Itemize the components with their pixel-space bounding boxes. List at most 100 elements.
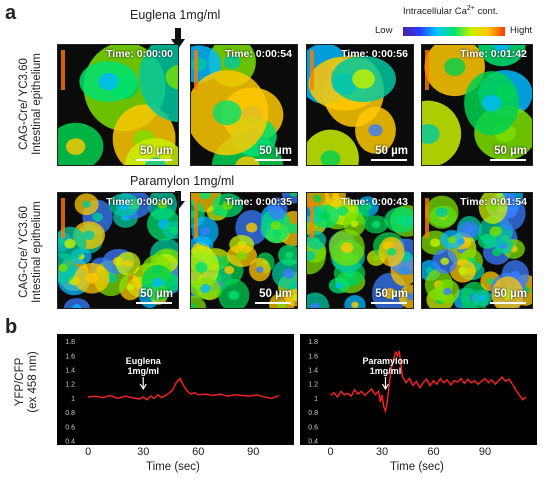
y-tick-label: 1.6 [65, 353, 75, 360]
x-tick-label: 0 [327, 446, 334, 458]
chart-euglena-x-ticks: 0 30 60 90 [57, 446, 294, 460]
micrograph-paramylon-2: Time: 0:00:35 50 µm [190, 192, 298, 309]
cell-core [200, 284, 211, 294]
x-tick-label: 30 [137, 446, 150, 458]
cell-core [478, 295, 486, 301]
cell-region [63, 298, 90, 308]
cell-core [312, 237, 320, 244]
cell-core [256, 266, 264, 273]
cell-core [351, 301, 359, 308]
lut-strip [310, 198, 314, 238]
cell-core [165, 65, 178, 90]
y-tick-label: 0.8 [308, 410, 318, 417]
time-stamp: Time: 0:00:00 [106, 48, 173, 60]
scale-bar-label: 50 µm [259, 288, 292, 300]
cell-core [502, 290, 514, 300]
time-stamp: Time: 0:00:43 [341, 196, 408, 208]
series-line [330, 350, 527, 414]
cell-core [191, 303, 197, 308]
legend-low-label: Low [375, 25, 393, 36]
y-tick-label: 1.6 [308, 353, 318, 360]
lut-strip [194, 198, 198, 238]
y-tick-label: 0.6 [308, 424, 318, 431]
cell-core [505, 208, 517, 218]
cell-region [422, 100, 462, 165]
cell-region [478, 45, 526, 67]
cell-core [285, 251, 294, 259]
y-tick-label: 0.8 [65, 410, 75, 417]
euglena-treatment-label: Euglena 1mg/ml [130, 8, 221, 22]
cell-core [118, 200, 130, 210]
cell-core [443, 287, 452, 296]
cell-core [169, 226, 178, 234]
cell-core [228, 290, 240, 300]
cell-core [406, 292, 413, 301]
scale-bar-label: 50 µm [494, 145, 527, 157]
y-tick-label: 0.4 [65, 439, 75, 446]
cell-core [72, 304, 82, 308]
cell-core [501, 243, 508, 249]
y-tick-label: 0.6 [65, 424, 75, 431]
cell-core [65, 138, 86, 155]
scale-bar-label: 50 µm [375, 145, 408, 157]
cell-core [386, 247, 397, 256]
cell-core [152, 277, 164, 288]
scale-bar [371, 302, 407, 304]
cell-core [312, 194, 322, 203]
x-tick-label: 90 [478, 446, 492, 458]
y-tick-label: 1.2 [308, 382, 318, 389]
cell-core [58, 263, 68, 272]
cell-core [199, 193, 211, 200]
chart-euglena: 0.4 0.6 0.8 1 1.2 1.4 1.6 1.8 Euglena 1mg/ml [57, 334, 294, 446]
time-stamp: Time: 0:01:54 [460, 196, 527, 208]
cell-core [307, 250, 316, 261]
cell-core [422, 123, 440, 144]
legend-title: Intracellular Ca2+ cont. [403, 5, 499, 18]
scale-bar-label: 50 µm [140, 288, 173, 300]
cell-core [510, 271, 521, 280]
cell-core [320, 150, 341, 165]
micrograph-euglena-3: Time: 0:00:56 50 µm [306, 44, 414, 166]
cell-region [344, 295, 366, 308]
cell-core [83, 230, 95, 241]
cell-core [395, 214, 407, 225]
cell-core [223, 54, 241, 69]
cell-core [372, 255, 380, 261]
annotation-line2: 1mg/ml [127, 366, 159, 376]
cell-region [325, 193, 346, 207]
x-tick-label: 60 [192, 446, 205, 458]
time-stamp: Time: 0:01:42 [460, 48, 527, 60]
scale-bar [371, 159, 407, 161]
cell-core [447, 236, 456, 244]
annotation-arrow-icon [139, 377, 147, 391]
row1-side-label: CAG-Cre/ YC3.60 Intestinal epithelium [18, 53, 43, 155]
scale-bar [490, 302, 526, 304]
cell-core [320, 212, 331, 221]
scale-bar-label: 50 µm [494, 288, 527, 300]
cell-core [436, 207, 448, 218]
time-stamp: Time: 0:00:54 [225, 48, 292, 60]
cell-core [212, 100, 242, 126]
cell-core [126, 283, 135, 291]
cell-core [430, 238, 441, 248]
cell-core [157, 200, 168, 209]
cell-region [307, 129, 359, 165]
cell-core [310, 302, 321, 308]
y-tick-label: 0.4 [308, 439, 318, 446]
micrograph-euglena-1: Time: 0:00:00 50 µm [57, 44, 179, 166]
cell-core [484, 238, 491, 245]
lut-strip [61, 198, 65, 238]
y-tick-label: 1.8 [308, 339, 318, 346]
cell-core [331, 193, 340, 199]
cell-core [191, 57, 207, 71]
cell-core [350, 220, 359, 228]
scale-bar-label: 50 µm [259, 145, 292, 157]
annotation-line1: Euglena [126, 356, 162, 366]
cell-core [340, 242, 354, 254]
cell-core [195, 262, 208, 273]
cell-core [440, 257, 450, 266]
cell-core [352, 69, 375, 89]
cell-core [337, 206, 349, 216]
cell-core [270, 221, 282, 231]
y-tick-label: 1 [71, 396, 75, 403]
